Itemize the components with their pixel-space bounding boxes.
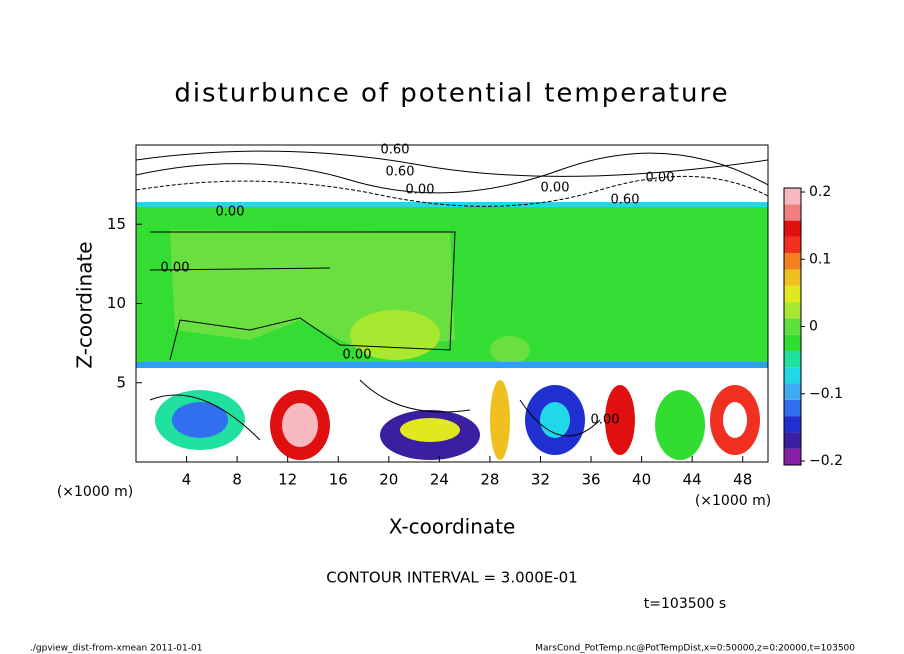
colorbar-tick-label: −0.2 (809, 453, 843, 469)
y-tick-label: 10 (107, 294, 126, 312)
x-unit-right: (×1000 m) (695, 493, 771, 509)
y-tick-label: 5 (116, 373, 126, 391)
colorbar-cell (784, 302, 801, 319)
footer-right: MarsCond_PotTemp.nc@PotTempDist,x=0:5000… (535, 644, 855, 654)
footer-left: ./gpview_dist-from-xmean 2011-01-01 (30, 644, 202, 654)
x-tick-label: 16 (329, 471, 348, 489)
x-unit-left: (×1000 m) (57, 484, 133, 500)
colorbar-cell (784, 285, 801, 303)
x-tick-label: 28 (480, 471, 499, 489)
colorbar-tick-label: 0 (809, 319, 818, 335)
contour-label: 0.60 (381, 143, 410, 158)
x-tick-label: 8 (232, 471, 242, 489)
colorbar-tick-label: 0.1 (809, 251, 831, 267)
colorbar-cell (784, 236, 801, 254)
colorbar-cell (784, 318, 801, 335)
contour-label: 0.00 (406, 183, 435, 198)
contour-label: 0.00 (646, 171, 675, 186)
colorbar-cell (784, 448, 801, 465)
y-axis-label: Z-coordinate (73, 241, 97, 368)
contour-label: 0.00 (541, 181, 570, 196)
x-tick-label: 24 (430, 471, 449, 489)
x-tick-label: 20 (379, 471, 398, 489)
contour-label: 0.00 (216, 205, 245, 220)
chart-title: disturbunce of potential temperature (174, 79, 729, 109)
time-label: t=103500 s (644, 596, 726, 612)
colorbar-tick-label: 0.2 (809, 184, 831, 200)
colorbar-cell (784, 220, 801, 237)
y-tick-label: 15 (107, 215, 126, 233)
colorbar-tick-label: −0.1 (809, 386, 843, 402)
contour-label: 0.00 (161, 261, 190, 276)
x-tick-label: 48 (733, 471, 752, 489)
contour-label: 0.60 (386, 165, 415, 180)
colorbar-cell (784, 188, 801, 205)
x-tick-label: 36 (581, 471, 600, 489)
colorbar-cell (784, 367, 801, 384)
colorbar-cell (784, 269, 801, 286)
x-tick-label: 4 (182, 471, 192, 489)
x-axis-label: X-coordinate (389, 515, 516, 539)
x-tick-label: 44 (683, 471, 702, 489)
contour-label: 0.00 (343, 348, 372, 363)
colorbar-cell (784, 399, 801, 417)
colorbar-cell (784, 383, 801, 400)
x-tick-label: 32 (531, 471, 550, 489)
x-tick-label: 12 (278, 471, 297, 489)
contour-label: 0.60 (611, 193, 640, 208)
contour-interval: CONTOUR INTERVAL = 3.000E-01 (326, 569, 577, 587)
contour-label: 0.00 (591, 413, 620, 428)
colorbar-cell (784, 432, 801, 449)
colorbar-cell (784, 416, 801, 433)
colorbar-cell (784, 253, 801, 270)
x-tick-label: 40 (632, 471, 651, 489)
field (136, 145, 768, 462)
colorbar-cell (784, 204, 801, 221)
colorbar-cell (784, 350, 801, 368)
colorbar-cell (784, 334, 801, 351)
